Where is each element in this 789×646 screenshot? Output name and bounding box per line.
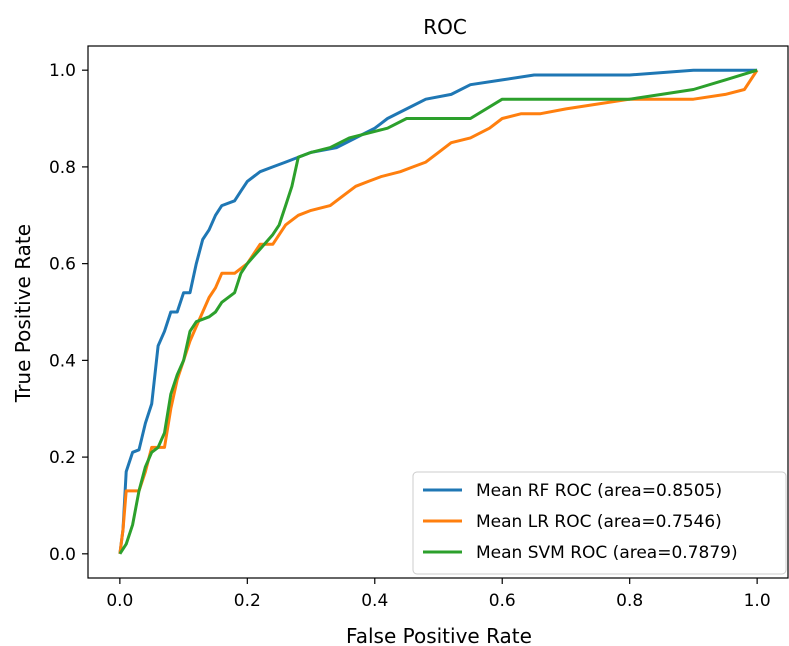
x-tick-label: 1.0 [744,591,771,611]
legend-label-1: Mean RF ROC (area=0.8505) [476,481,722,501]
y-tick-label: 0.0 [49,545,76,565]
x-axis-label: False Positive Rate [346,624,532,646]
plot-lines [118,68,759,555]
y-tick-label: 0.8 [49,158,76,178]
x-tick-label: 0.8 [616,591,643,611]
y-tick-label: 0.2 [49,448,76,468]
y-tick-label: 0.4 [49,351,76,371]
x-axis-ticks: 0.0 0.2 0.4 0.6 0.8 1.0 [106,578,771,611]
axes-frame [87,45,789,579]
x-tick-label: 0.0 [106,591,133,611]
x-tick-label: 0.2 [234,591,261,611]
y-axis-ticks: 0.0 0.2 0.4 0.6 0.8 1.0 [49,61,88,565]
legend: Mean RF ROC (area=0.8505) Mean LR ROC (ar… [412,471,787,575]
x-tick-label: 0.4 [361,591,388,611]
series-line-2 [118,69,759,554]
series-line-3 [118,68,758,555]
legend-label-3: Mean SVM ROC (area=0.7879) [476,543,738,563]
y-axis-label: True Positive Rate [11,224,35,403]
y-tick-label: 0.6 [49,255,76,275]
x-tick-label: 0.6 [489,591,516,611]
y-tick-label: 1.0 [49,61,76,81]
legend-box [412,471,787,575]
legend-label-2: Mean LR ROC (area=0.7546) [476,512,722,532]
series-line-1 [118,68,758,554]
chart-title: ROC [423,15,467,39]
